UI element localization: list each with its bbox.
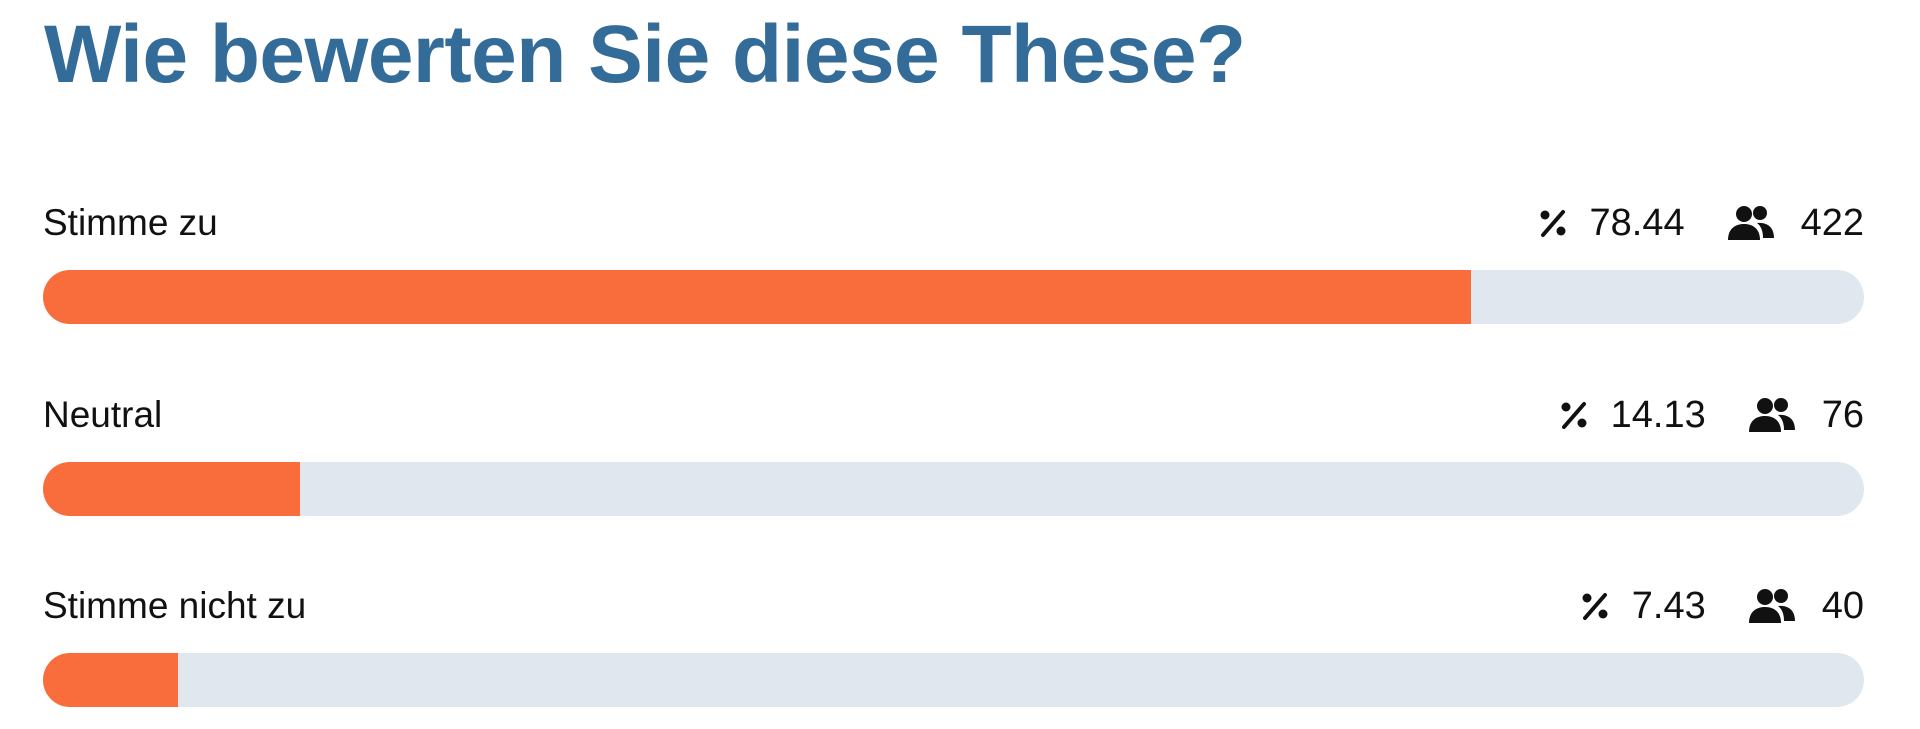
poll-option: Stimme zu 78.44 422 [43, 198, 1864, 324]
progress-bar [43, 653, 179, 707]
progress-bar [43, 270, 1472, 324]
percent-value: 78.44 [1589, 201, 1685, 244]
percent-icon [1538, 208, 1568, 238]
percent-icon [1559, 400, 1589, 430]
option-label: Neutral [43, 394, 163, 435]
percent-value: 7.43 [1631, 584, 1706, 627]
vote-count: 40 [1821, 584, 1864, 627]
poll-title: Wie bewerten Sie diese These? [44, 9, 1246, 100]
percent-icon [1580, 591, 1610, 621]
poll-option: Stimme nicht zu 7.43 40 [43, 581, 1864, 707]
percent-value: 14.13 [1610, 393, 1706, 436]
people-icon [1727, 205, 1775, 241]
progress-track [43, 462, 1864, 516]
option-stats: 7.43 40 [1580, 585, 1864, 628]
progress-bar [43, 462, 301, 516]
people-icon [1748, 588, 1796, 624]
progress-track [43, 653, 1864, 707]
vote-count: 76 [1821, 393, 1864, 436]
poll-option: Neutral 14.13 76 [43, 390, 1864, 516]
option-header: Stimme zu 78.44 422 [43, 198, 1864, 248]
option-header: Neutral 14.13 76 [43, 390, 1864, 440]
option-label: Stimme zu [43, 202, 218, 243]
vote-count: 422 [1800, 201, 1864, 244]
option-stats: 78.44 422 [1538, 201, 1864, 245]
option-label: Stimme nicht zu [43, 585, 307, 626]
progress-track [43, 270, 1864, 324]
people-icon [1748, 397, 1796, 433]
option-stats: 14.13 76 [1559, 394, 1864, 437]
option-header: Stimme nicht zu 7.43 40 [43, 581, 1864, 631]
